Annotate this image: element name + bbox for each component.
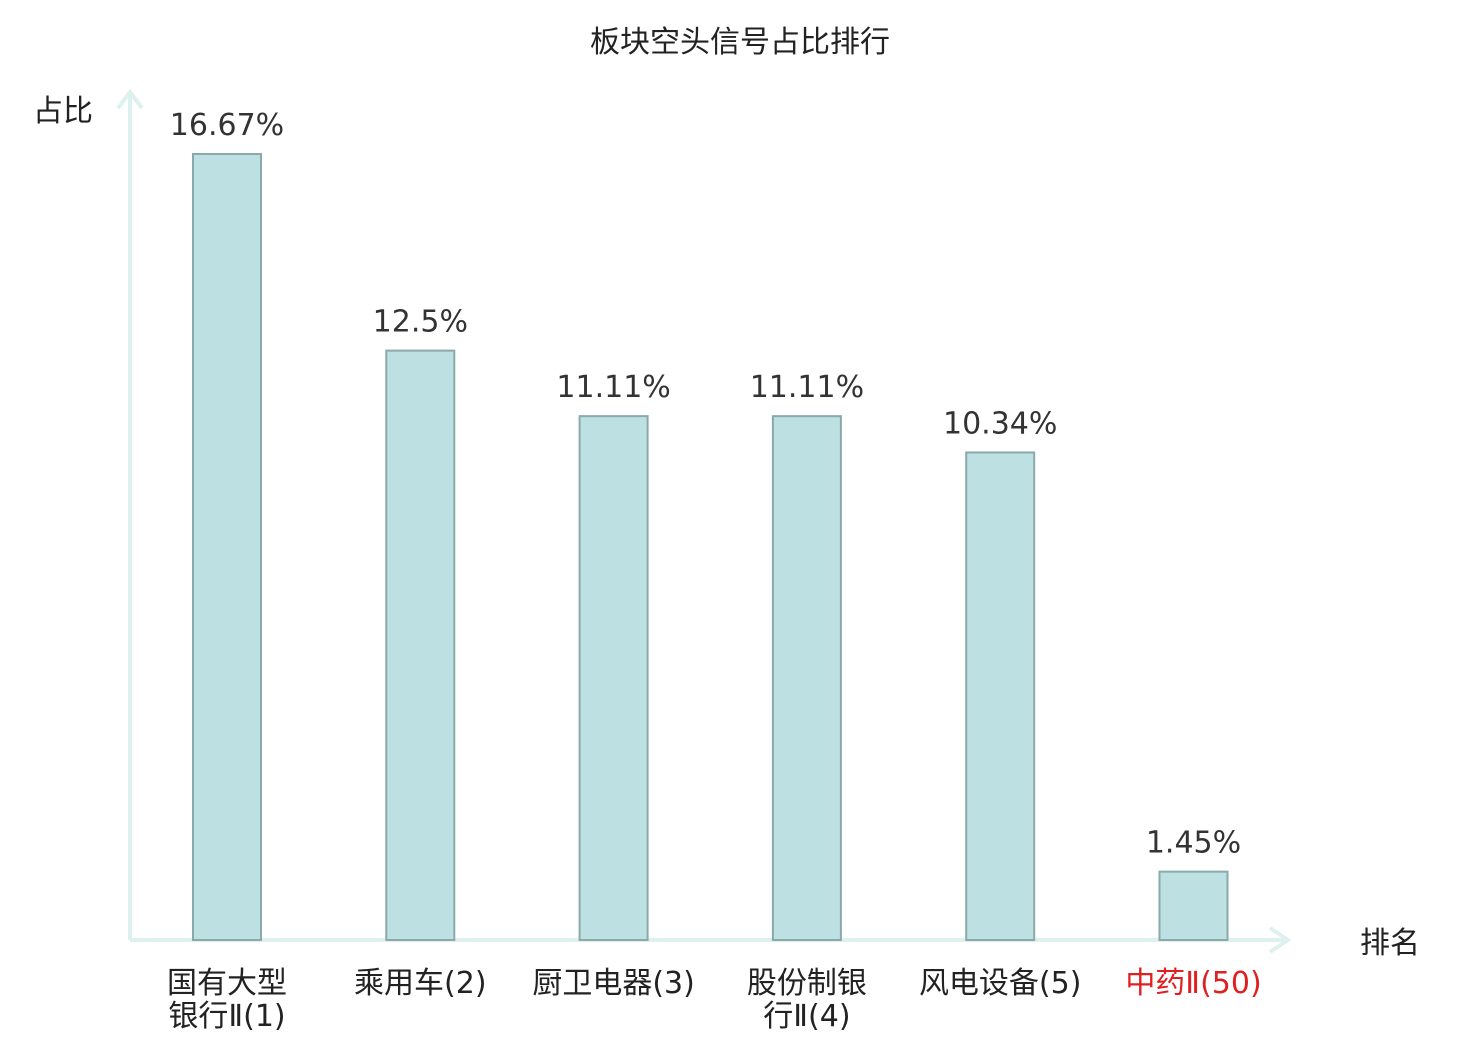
x-tick-label: 厨卫电器(3): [532, 966, 695, 1001]
bar: [578, 415, 649, 941]
bar: [385, 349, 456, 942]
x-tick-label: 乘用车(2): [354, 966, 487, 1001]
x-tick-label: 风电设备(5): [919, 966, 1082, 1001]
axes: [116, 88, 1292, 954]
x-tick-label: 国有大型: [167, 966, 287, 1001]
bar-value-label: 12.5%: [373, 305, 468, 340]
bar-value-label: 11.11%: [750, 370, 864, 405]
x-tick-label: 行Ⅱ(4): [763, 999, 850, 1034]
bar: [965, 451, 1036, 941]
x-tick-label: 银行Ⅱ(1): [168, 999, 285, 1034]
bar: [771, 415, 842, 941]
bars-group: [192, 153, 1229, 942]
value-labels-group: 16.67% 12.5% 11.11% 11.11% 10.34% 1.45%: [170, 108, 1241, 861]
y-axis-arrow: [116, 88, 144, 110]
x-tick-label: 股份制银: [747, 966, 867, 1001]
x-axis-arrow: [1268, 926, 1292, 954]
chart-title: 板块空头信号占比排行: [590, 25, 890, 60]
bar: [1158, 870, 1229, 941]
bar-value-label: 11.11%: [556, 370, 670, 405]
bar-value-label: 1.45%: [1146, 826, 1241, 861]
x-axis-label: 排名: [1360, 926, 1420, 961]
y-axis-label: 占比: [33, 94, 93, 129]
bar-value-label: 10.34%: [943, 406, 1057, 441]
bar: [192, 153, 262, 941]
bar-value-label: 16.67%: [170, 108, 284, 143]
x-tick-label: 中药Ⅱ(50): [1125, 966, 1261, 1001]
